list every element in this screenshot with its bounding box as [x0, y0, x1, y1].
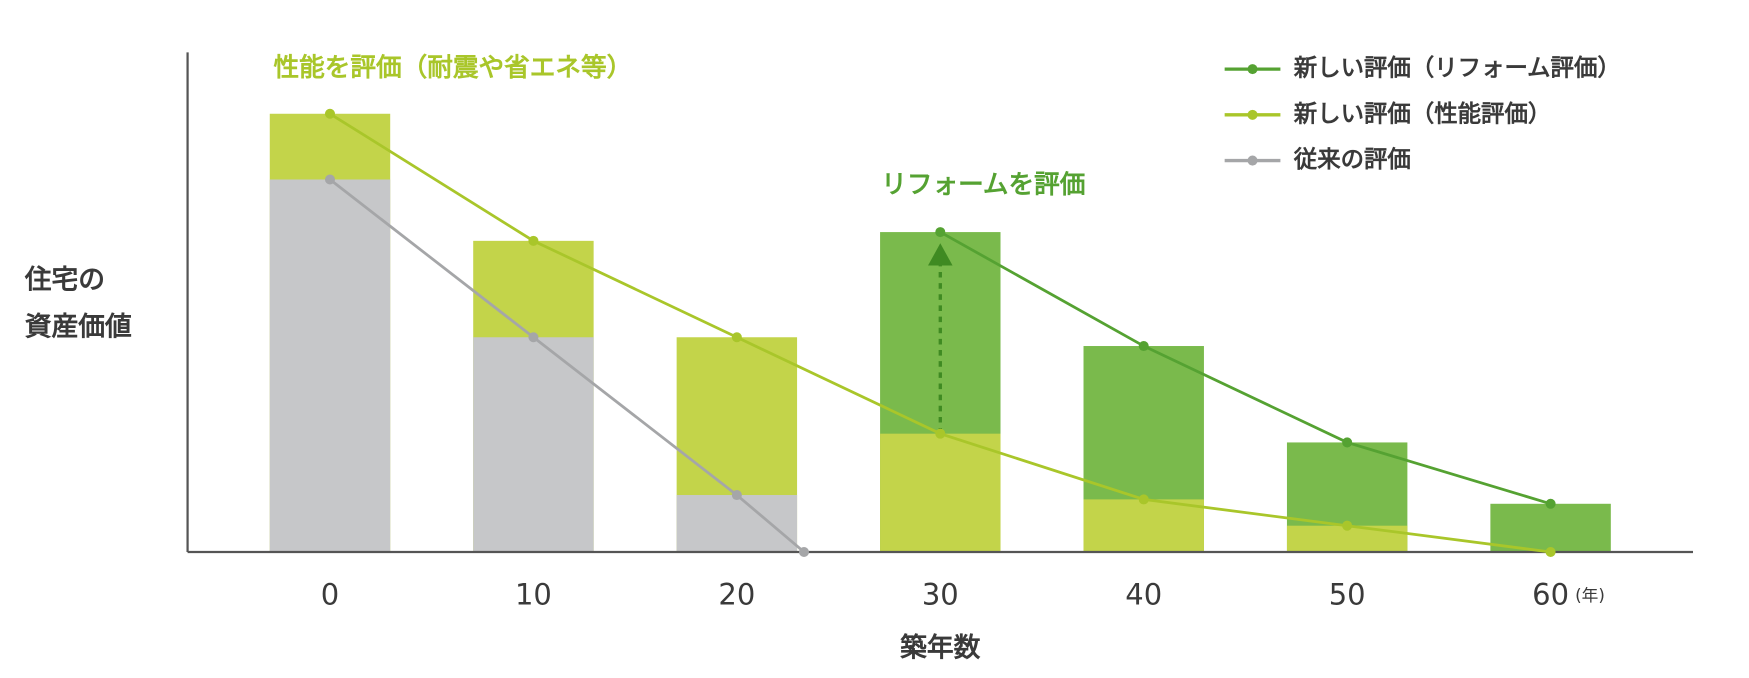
- point: [1342, 437, 1353, 448]
- point: [1138, 341, 1149, 352]
- x-tick-label: 50: [1329, 578, 1366, 612]
- point: [1545, 498, 1556, 509]
- point: [1342, 520, 1353, 531]
- point: [935, 428, 946, 439]
- annotation: 性能を評価（耐震や省エネ等）: [273, 52, 632, 83]
- x-tick-label: 60: [1532, 578, 1569, 612]
- series-line: [329, 178, 805, 554]
- bar: [1083, 499, 1204, 552]
- point: [1545, 546, 1556, 558]
- x-tick-label: 40: [1125, 578, 1162, 612]
- point: [731, 490, 742, 501]
- point: [1138, 494, 1149, 505]
- point: [528, 332, 539, 343]
- bar: [473, 337, 594, 552]
- arrow-head: [928, 243, 953, 266]
- point: [798, 546, 810, 558]
- annotation: リフォームを評価: [881, 170, 1085, 200]
- legend-marker: [1247, 109, 1258, 120]
- x-tick-label: 10: [515, 578, 552, 612]
- legend-label: 従来の評価: [1293, 145, 1411, 173]
- bar: [880, 433, 1001, 552]
- x-unit: (年): [1575, 585, 1605, 605]
- bar: [269, 179, 391, 552]
- point: [528, 235, 539, 246]
- point: [324, 108, 336, 119]
- series-line: [939, 230, 1552, 506]
- x-tick-label: 20: [718, 578, 755, 612]
- x-tick-label: 0: [321, 578, 339, 612]
- bar: [676, 495, 798, 552]
- legend-marker: [1247, 64, 1258, 75]
- point: [935, 227, 946, 238]
- x-tick-label: 30: [922, 578, 959, 612]
- y-axis-label: 住宅の: [24, 264, 105, 296]
- y-axis-label: 資産価値: [25, 311, 132, 342]
- bar: [1490, 503, 1611, 552]
- legend-label: 新しい評価（性能評価）: [1293, 99, 1551, 127]
- legend-marker: [1247, 155, 1258, 166]
- legend-label: 新しい評価（リフォーム評価）: [1293, 54, 1621, 82]
- point: [731, 332, 742, 343]
- point: [324, 174, 336, 185]
- x-axis-label: 築年数: [899, 632, 981, 664]
